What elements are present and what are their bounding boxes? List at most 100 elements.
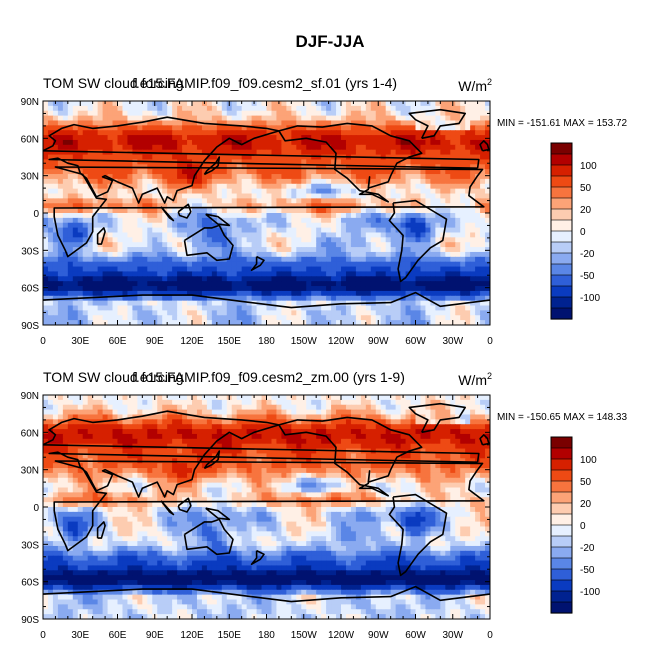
field-cell — [62, 198, 69, 204]
field-cell — [201, 154, 208, 161]
field-cell — [301, 247, 307, 253]
field-cell — [345, 320, 352, 325]
field-cell — [216, 169, 223, 175]
field-cell — [420, 290, 427, 297]
field-cell — [261, 266, 268, 273]
field-cell — [395, 300, 402, 307]
field-cell — [276, 115, 282, 122]
field-cell — [172, 125, 178, 131]
field-cell — [480, 193, 486, 199]
field-cell — [450, 242, 456, 248]
field-cell — [365, 404, 372, 411]
field-cell — [47, 424, 54, 430]
field-cell — [67, 125, 74, 131]
field-cell — [221, 208, 228, 214]
field-cell — [246, 159, 253, 165]
field-cell — [415, 222, 422, 229]
field-cell — [281, 266, 287, 273]
field-cell — [465, 414, 471, 420]
field-cell — [271, 120, 278, 126]
field-cell — [395, 125, 402, 131]
field-cell — [415, 188, 422, 195]
field-cell — [336, 183, 342, 190]
field-cell — [281, 139, 287, 146]
field-cell — [306, 217, 312, 224]
field-cell — [420, 110, 427, 117]
field-cell — [405, 256, 412, 263]
field-cell — [301, 399, 307, 406]
field-cell — [395, 242, 402, 248]
field-cell — [162, 261, 168, 268]
field-cell — [331, 164, 337, 170]
field-cell — [345, 169, 352, 175]
field-cell — [246, 154, 253, 161]
field-cell — [375, 290, 382, 297]
field-cell — [177, 247, 183, 253]
field-cell — [345, 164, 352, 170]
field-cell — [201, 290, 208, 297]
field-cell — [360, 159, 367, 165]
field-cell — [350, 276, 357, 282]
field-cell — [321, 178, 327, 185]
field-cell — [291, 115, 297, 122]
field-cell — [57, 105, 64, 112]
field-cell — [316, 310, 322, 316]
field-cell — [196, 178, 203, 185]
field-cell — [167, 101, 173, 107]
field-cell — [445, 271, 451, 277]
field-cell — [216, 409, 223, 416]
field-cell — [321, 276, 327, 282]
field-cell — [375, 222, 382, 229]
field-cell — [405, 115, 412, 122]
field-cell — [157, 130, 163, 136]
field-cell — [345, 222, 352, 229]
field-cell — [231, 395, 238, 401]
field-cell — [241, 429, 248, 435]
field-cell — [102, 276, 109, 282]
field-cell — [301, 256, 307, 263]
field-cell — [365, 295, 372, 302]
field-cell — [460, 154, 466, 161]
field-cell — [57, 320, 64, 325]
field-cell — [47, 169, 54, 175]
field-cell — [286, 300, 292, 307]
x-tick-label: 180 — [258, 336, 275, 347]
field-cell — [475, 237, 481, 243]
field-cell — [127, 110, 133, 117]
field-cell — [450, 115, 456, 122]
field-cell — [450, 290, 456, 297]
field-cell — [172, 232, 178, 238]
field-cell — [236, 222, 243, 229]
field-cell — [350, 149, 357, 156]
field-cell — [390, 144, 397, 151]
field-cell — [375, 419, 382, 425]
field-cell — [400, 213, 407, 219]
field-cell — [405, 247, 412, 253]
field-cell — [152, 105, 158, 112]
field-cell — [311, 105, 317, 112]
field-cell — [485, 395, 490, 401]
field-cell — [480, 213, 486, 219]
field-cell — [67, 414, 74, 420]
field-cell — [435, 409, 441, 416]
field-cell — [107, 271, 114, 277]
field-cell — [97, 154, 104, 161]
field-cell — [87, 213, 94, 219]
field-cell — [77, 419, 84, 425]
field-cell — [261, 395, 268, 401]
field-cell — [221, 130, 228, 136]
field-cell — [345, 217, 352, 224]
field-cell — [192, 120, 198, 126]
field-cell — [445, 149, 451, 156]
field-cell — [455, 217, 461, 224]
field-cell — [291, 290, 297, 297]
field-cell — [450, 174, 456, 180]
field-cell — [152, 198, 158, 204]
field-cell — [62, 242, 69, 248]
field-cell — [390, 247, 397, 253]
field-cell — [97, 110, 104, 117]
field-cell — [390, 198, 397, 204]
field-cell — [251, 115, 258, 122]
field-cell — [127, 178, 133, 185]
field-cell — [450, 193, 456, 199]
